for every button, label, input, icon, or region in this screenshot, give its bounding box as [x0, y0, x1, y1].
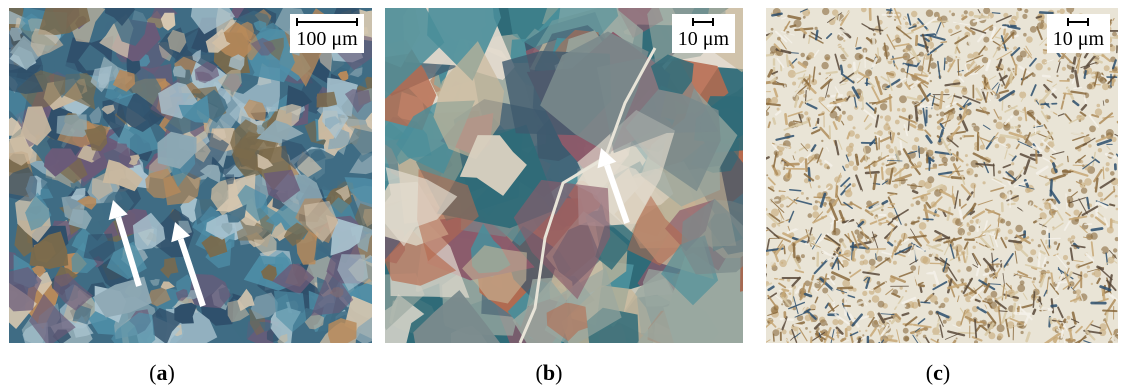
scale-bar-b: 10 μm — [671, 14, 735, 53]
caption-a: (a) — [149, 360, 175, 385]
scale-bar-line-c — [1067, 18, 1090, 26]
scale-bar-label-a: 100 μm — [296, 28, 358, 50]
micrograph-image-b — [385, 8, 743, 343]
caption-letter-a: a — [156, 360, 168, 385]
scale-bar-line-a — [296, 18, 358, 26]
micrograph-panel-c: 10 μm — [766, 8, 1118, 343]
scale-bar-c: 10 μm — [1046, 14, 1110, 53]
scale-bar-label-b: 10 μm — [677, 28, 729, 50]
arrow-icon — [171, 222, 206, 307]
scale-bar-a: 100 μm — [290, 14, 364, 53]
scale-bar-label-c: 10 μm — [1052, 28, 1104, 50]
micrograph-panel-a: 100 μm — [9, 8, 372, 343]
caption-c: (c) — [925, 360, 951, 385]
scale-bar-line-b — [692, 18, 715, 26]
micrograph-panel-b: 10 μm — [385, 8, 743, 343]
caption-b: (b) — [535, 360, 563, 385]
micrograph-image-a — [9, 8, 372, 343]
grain-boundary-line — [518, 47, 657, 343]
arrow-icon — [597, 148, 630, 224]
arrow-icon — [108, 200, 142, 287]
micrograph-image-c — [766, 8, 1118, 343]
caption-letter-b: b — [542, 360, 556, 385]
caption-letter-c: c — [933, 360, 943, 385]
